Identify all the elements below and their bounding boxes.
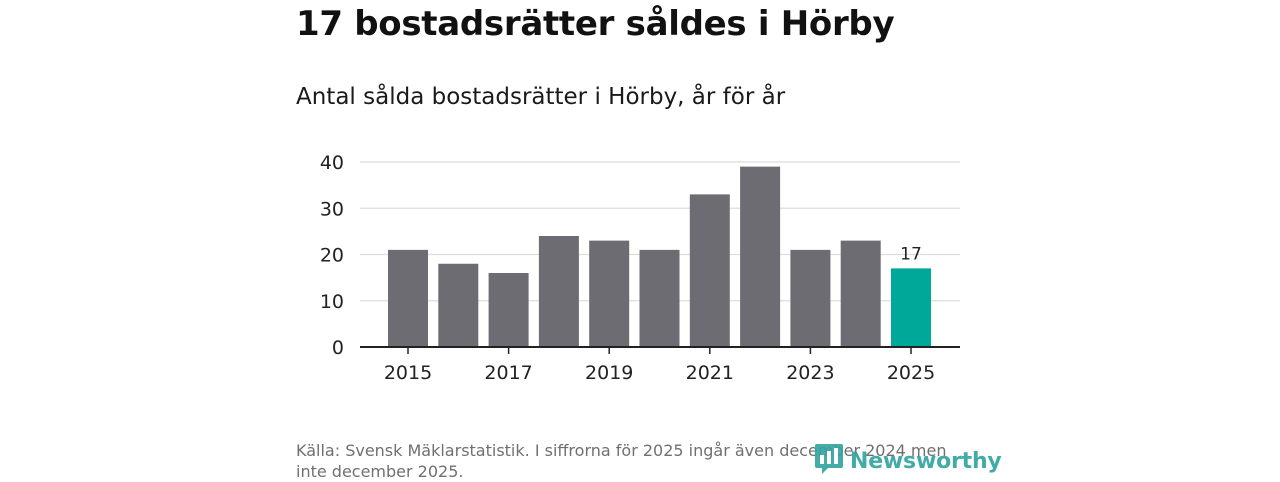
x-tick-label-2017: 2017 [484, 362, 532, 384]
y-tick-label-40: 40 [320, 152, 344, 174]
chart-subtitle: Antal sålda bostadsrätter i Hörby, år fö… [296, 84, 786, 110]
bar-2024 [840, 240, 881, 347]
bar-chart: 0 10 20 30 40 2015 2017 2019 2021 2023 2025 17 [320, 152, 960, 384]
y-tick-label-0: 0 [332, 337, 344, 359]
y-tick-label-20: 20 [320, 245, 344, 267]
x-tick-label-2015: 2015 [384, 362, 432, 384]
newsworthy-brand[interactable]: Newsworthy [814, 444, 1002, 478]
bar-2021 [689, 194, 730, 347]
axes [360, 346, 960, 354]
bar-2023 [790, 249, 831, 347]
chart-title: 17 bostadsrätter såldes i Hörby [296, 4, 895, 44]
bar-2018 [538, 236, 579, 347]
y-tick-label-30: 30 [320, 198, 344, 220]
x-tick-label-2021: 2021 [686, 362, 734, 384]
bar-2019 [589, 240, 630, 347]
y-tick-label-10: 10 [320, 291, 344, 313]
bar-2017 [488, 273, 529, 347]
data-label-highlight: 17 [900, 244, 922, 264]
labels: 0 10 20 30 40 2015 2017 2019 2021 2023 2025 17 [320, 152, 935, 384]
newsworthy-logo-icon [814, 442, 844, 480]
x-tick-label-2025: 2025 [887, 362, 935, 384]
bar-2015 [388, 249, 428, 347]
bars [388, 166, 931, 347]
bar-2020 [639, 249, 680, 347]
bar-2022 [740, 166, 781, 347]
brand-name: Newsworthy [850, 448, 1002, 474]
x-tick-label-2019: 2019 [585, 362, 633, 384]
bar-2025 [891, 268, 931, 347]
x-tick-label-2023: 2023 [786, 362, 834, 384]
source-note: Källa: Svensk Mäklarstatistik. I siffror… [296, 441, 947, 481]
bar-2016 [438, 263, 479, 347]
